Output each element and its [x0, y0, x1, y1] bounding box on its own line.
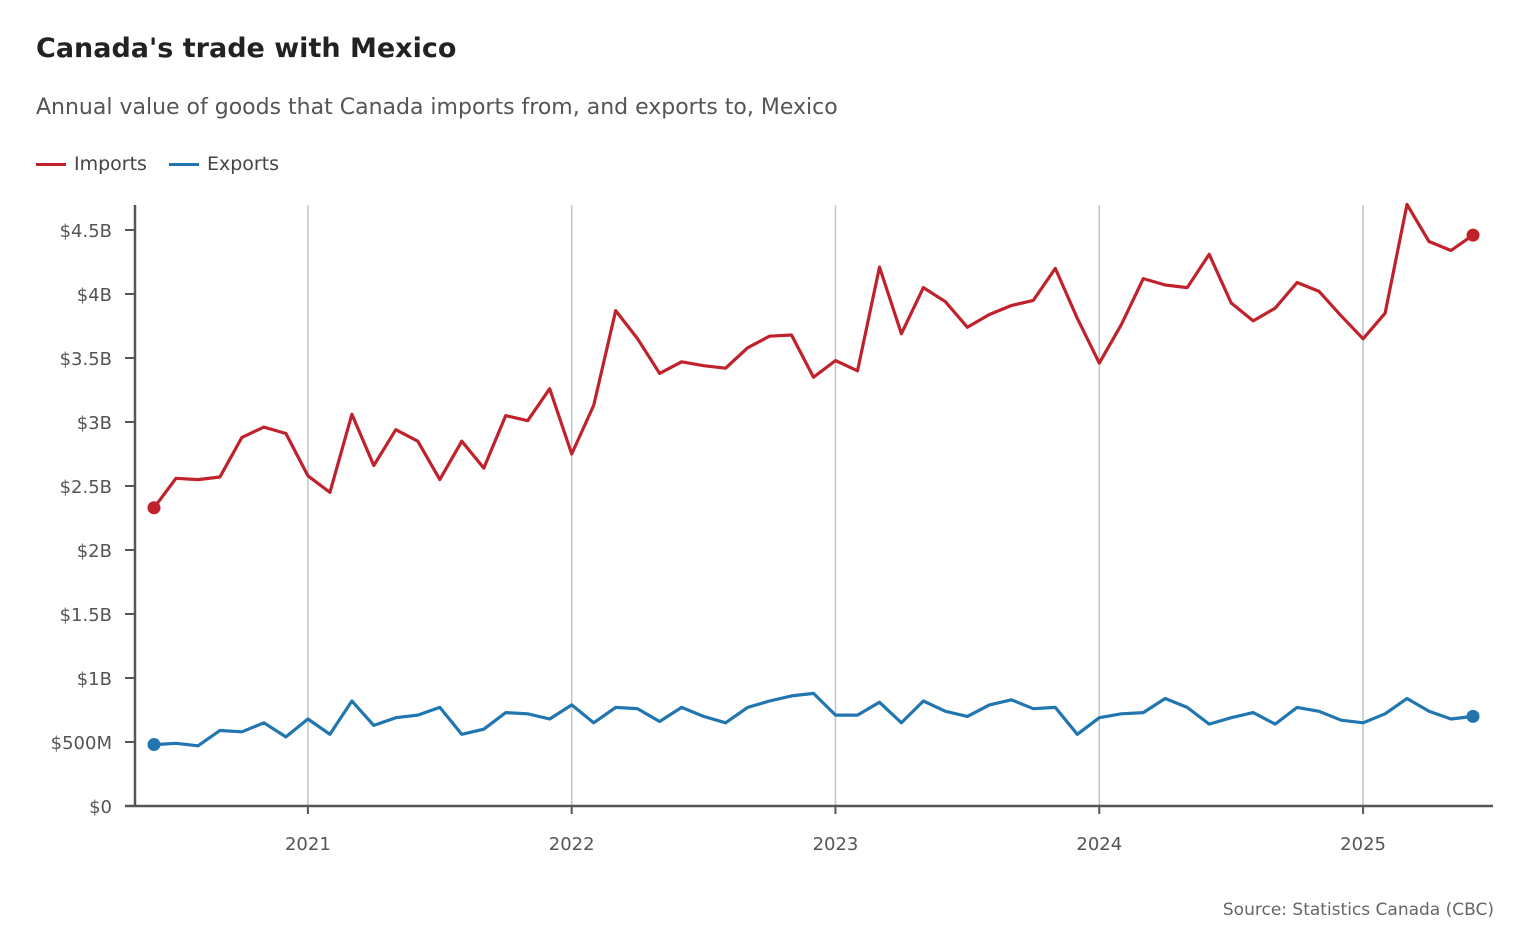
y-tick-label: $2B: [77, 541, 112, 562]
y-tick-label: $500M: [51, 733, 112, 754]
source-note: Source: Statistics Canada (CBC): [1222, 900, 1494, 920]
x-tick-label: 2021: [285, 834, 331, 855]
x-tick-label: 2025: [1340, 834, 1386, 855]
series-line-exports: [152, 691, 1475, 748]
start-marker-imports: [147, 501, 161, 515]
legend-swatch-imports: [36, 162, 66, 166]
series: [147, 202, 1480, 752]
legend-swatch-exports: [168, 162, 199, 166]
legend-item-imports: Imports: [36, 153, 147, 175]
y-tick-label: $4.5B: [60, 221, 112, 242]
end-marker-imports: [1466, 228, 1480, 242]
legend-label-imports: Imports: [74, 153, 147, 175]
legend-label-exports: Exports: [206, 153, 280, 175]
x-tick-label: 2024: [1076, 834, 1122, 855]
legend: Imports Exports: [36, 153, 301, 175]
x-tick-label: 2022: [549, 834, 595, 855]
y-tick-label: $3B: [77, 413, 112, 434]
series-line-imports: [152, 202, 1475, 510]
axes: 2021 2022 2023 2024 2025 $0 $500M $1B $1.5B $2B $2…: [51, 205, 1493, 855]
chart-subtitle: Annual value of goods that Canada import…: [36, 95, 838, 120]
chart-title: Canada's trade with Mexico: [36, 33, 457, 64]
y-tick-label: $1B: [77, 669, 112, 690]
y-tick-label: $3.5B: [60, 349, 112, 370]
y-tick-label: $1.5B: [60, 605, 112, 626]
legend-item-exports: Exports: [168, 153, 280, 175]
x-tick-label: 2023: [813, 834, 859, 855]
y-tick-label: $2.5B: [60, 477, 112, 498]
y-tick-label: $4B: [77, 285, 112, 306]
end-marker-exports: [1466, 709, 1480, 723]
y-tick-label: $0: [89, 797, 112, 818]
start-marker-exports: [147, 738, 161, 752]
